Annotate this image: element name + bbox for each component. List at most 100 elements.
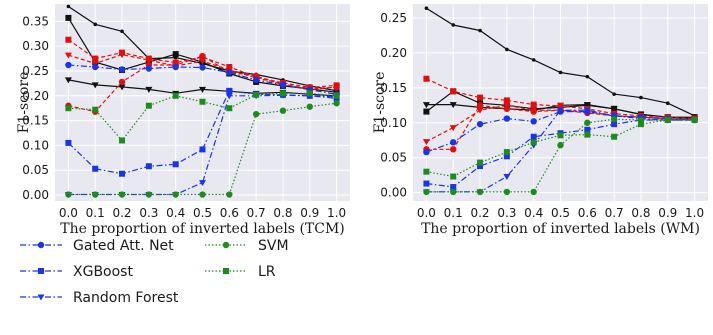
data-point bbox=[252, 110, 260, 118]
data-point bbox=[226, 191, 233, 198]
x-tick-label: 0.8 bbox=[273, 206, 292, 220]
data-point bbox=[65, 105, 72, 112]
y-tick-label: 0.15 bbox=[380, 81, 407, 95]
chart-wm: 0.00 0.05 0.10 0.15 0.20 0.25 0.0 0.1 0.2 0.3 0.4 0… bbox=[372, 4, 708, 237]
data-point bbox=[333, 92, 340, 99]
x-tick-label: 0.4 bbox=[166, 206, 185, 220]
data-point bbox=[424, 6, 429, 10]
x-tick-label: 1.0 bbox=[685, 206, 704, 220]
data-point bbox=[172, 92, 179, 99]
x-tick-label: 0.6 bbox=[578, 206, 597, 220]
x-tick-label: 0.0 bbox=[417, 206, 436, 220]
data-point bbox=[225, 93, 233, 100]
data-point bbox=[503, 149, 510, 156]
data-point bbox=[120, 29, 124, 34]
data-point bbox=[93, 22, 98, 27]
series-line bbox=[68, 39, 337, 89]
data-point bbox=[557, 132, 564, 139]
series-line bbox=[68, 94, 337, 196]
data-point bbox=[118, 52, 126, 59]
x-tick-label: 0.7 bbox=[605, 206, 624, 220]
data-point bbox=[610, 106, 618, 113]
x-tick-label: 0.3 bbox=[139, 206, 158, 220]
data-point bbox=[199, 98, 206, 105]
data-point bbox=[476, 120, 484, 128]
data-point bbox=[503, 153, 510, 160]
data-point bbox=[557, 102, 564, 109]
legend-item: SVM bbox=[205, 238, 289, 254]
data-point bbox=[530, 139, 537, 146]
chart-tcm: 0.00 0.05 0.10 0.15 0.20 0.25 0.30 0.35 0.0 0.1 0.… bbox=[16, 4, 350, 237]
legend-marker bbox=[37, 241, 45, 249]
data-point bbox=[199, 58, 206, 65]
x-tick-label: 0.9 bbox=[658, 206, 677, 220]
data-point bbox=[65, 36, 72, 43]
data-point bbox=[637, 121, 644, 128]
data-point bbox=[252, 76, 260, 84]
data-point bbox=[306, 90, 313, 97]
data-point bbox=[477, 159, 484, 166]
data-point bbox=[450, 173, 457, 180]
data-point bbox=[423, 148, 430, 156]
data-point bbox=[145, 86, 153, 93]
data-point bbox=[423, 168, 430, 175]
data-point bbox=[422, 139, 430, 146]
data-point bbox=[118, 84, 126, 91]
data-point bbox=[503, 174, 511, 181]
data-point bbox=[92, 63, 99, 71]
data-point bbox=[65, 61, 72, 69]
x-tick-label: 0.5 bbox=[551, 206, 570, 220]
x-tick-label: 0.1 bbox=[86, 206, 105, 220]
legend-item: Gated Att. Net bbox=[20, 238, 174, 254]
data-point bbox=[119, 137, 126, 144]
data-point bbox=[476, 188, 484, 196]
data-point bbox=[450, 184, 457, 191]
data-point bbox=[691, 116, 698, 123]
data-point bbox=[450, 188, 457, 196]
data-point bbox=[145, 57, 153, 64]
data-point bbox=[145, 65, 153, 72]
x-tick-label: 0.6 bbox=[220, 206, 239, 220]
data-point bbox=[64, 77, 72, 84]
x-tick-label: 0.0 bbox=[59, 206, 78, 220]
data-point bbox=[530, 118, 537, 125]
data-point bbox=[226, 87, 233, 94]
data-point bbox=[503, 97, 510, 104]
y-tick-label: 0.00 bbox=[22, 188, 49, 202]
data-point bbox=[585, 74, 590, 79]
data-point bbox=[639, 95, 643, 100]
y-tick-label: 0.30 bbox=[22, 39, 49, 53]
data-point bbox=[92, 165, 99, 172]
data-point bbox=[449, 102, 457, 109]
data-point bbox=[65, 139, 72, 146]
data-point bbox=[64, 52, 72, 59]
data-point bbox=[119, 170, 126, 177]
y-tick-label: 0.35 bbox=[22, 14, 49, 28]
data-point bbox=[423, 180, 430, 187]
data-point bbox=[610, 116, 618, 123]
data-point bbox=[172, 51, 179, 58]
data-point bbox=[530, 101, 537, 108]
data-point bbox=[530, 188, 537, 196]
series-9-svm bbox=[65, 100, 340, 198]
data-point bbox=[145, 163, 152, 170]
legend-label: SVM bbox=[258, 238, 289, 254]
legend-item: XGBoost bbox=[20, 264, 133, 280]
data-point bbox=[450, 146, 457, 153]
y-tick-label: 0.10 bbox=[22, 138, 49, 152]
data-point bbox=[503, 105, 511, 112]
x-tick-label: 0.3 bbox=[497, 206, 516, 220]
y-tick-label: 0.05 bbox=[380, 151, 407, 165]
data-point bbox=[451, 23, 456, 27]
legend-item: Random Forest bbox=[20, 290, 179, 306]
x-tick-label: 0.2 bbox=[112, 206, 131, 220]
x-tick-label: 1.0 bbox=[327, 206, 346, 220]
series-line bbox=[426, 119, 695, 188]
legend-marker bbox=[222, 241, 230, 249]
data-point bbox=[145, 102, 152, 109]
data-point bbox=[279, 107, 287, 114]
data-point bbox=[333, 84, 340, 91]
y-tick-label: 0.20 bbox=[380, 46, 407, 60]
legend-item: LR bbox=[205, 264, 276, 280]
data-point bbox=[92, 55, 99, 62]
